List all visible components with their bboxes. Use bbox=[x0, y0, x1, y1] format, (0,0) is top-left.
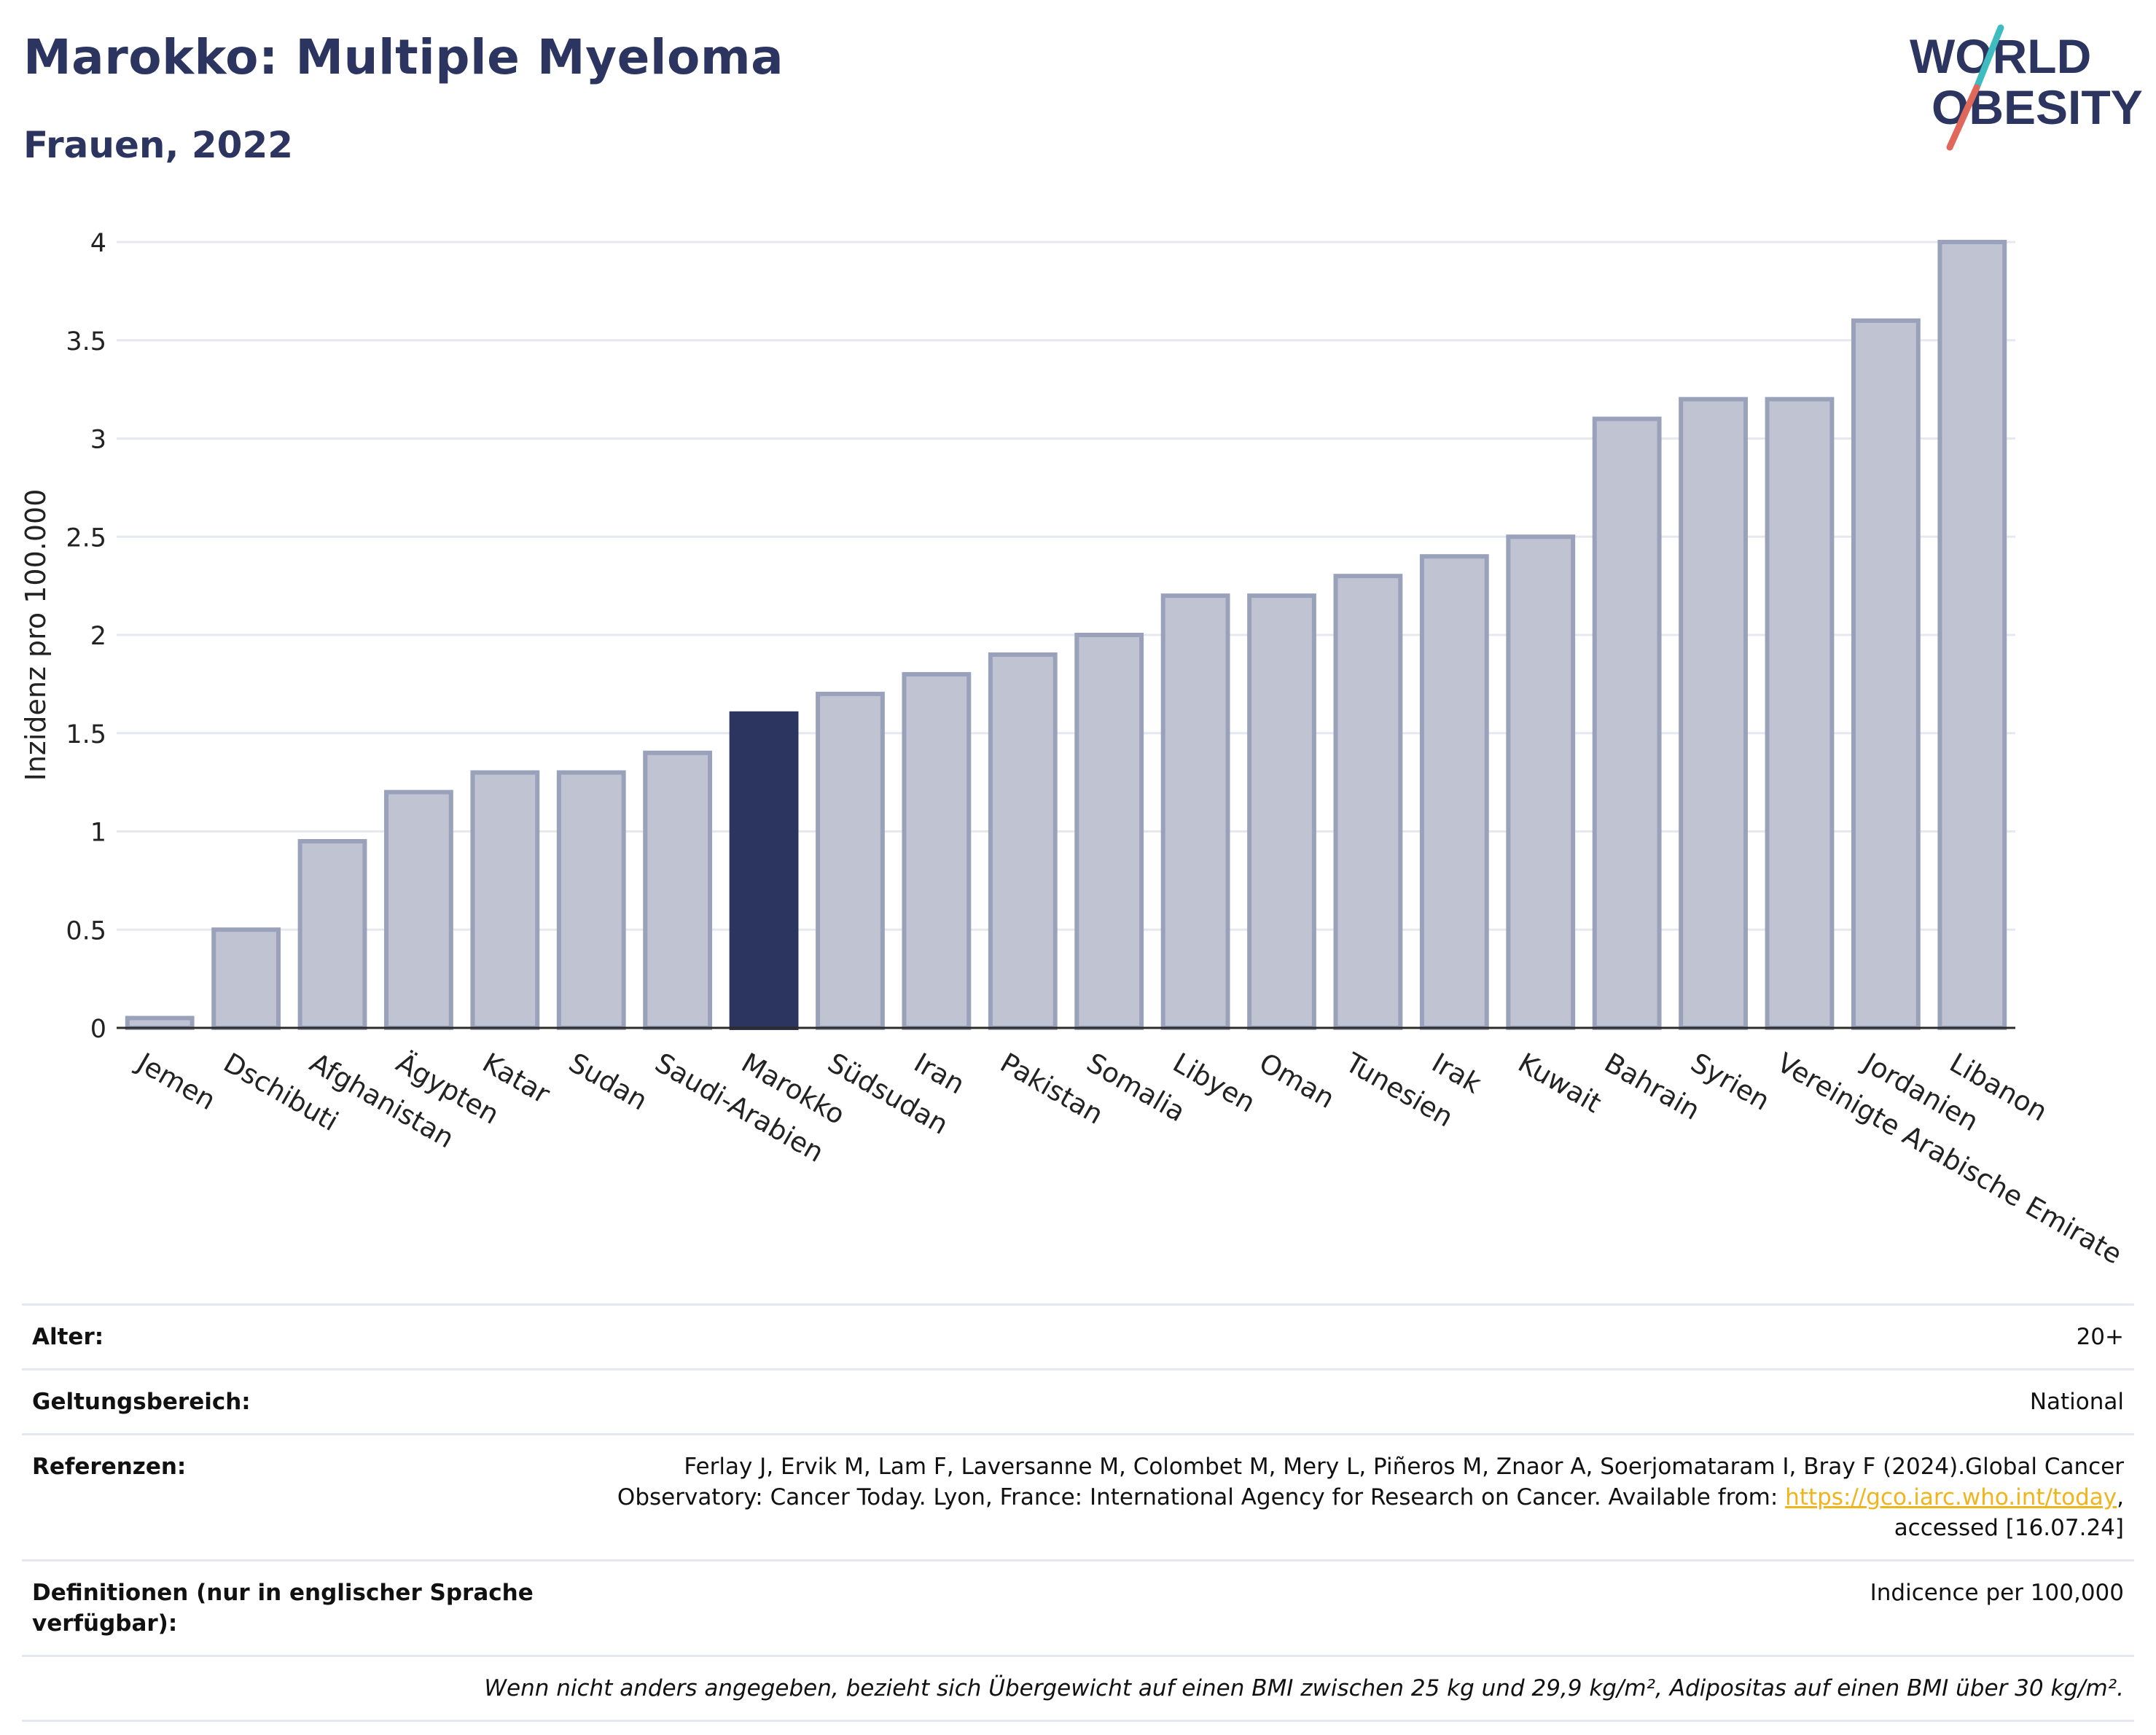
logo-slash-teal bbox=[1973, 24, 2004, 91]
bar[interactable] bbox=[297, 838, 367, 1030]
x-tick-label: Bahrain bbox=[1599, 1047, 1705, 1126]
x-tick-label: Oman bbox=[1254, 1047, 1340, 1115]
bar[interactable] bbox=[1333, 574, 1403, 1030]
y-tick-label: 3.5 bbox=[66, 327, 106, 356]
references-label: Referenzen: bbox=[22, 1433, 582, 1561]
age-value: 20+ bbox=[582, 1303, 2134, 1370]
bar-highlight[interactable] bbox=[729, 711, 799, 1030]
world-obesity-logo[interactable]: WORLD OBESITY bbox=[1895, 22, 2143, 153]
references-accessed: , accessed [16.07.24] bbox=[1894, 1484, 2124, 1541]
info-row-definitions: Definitionen (nur in englischer Sprache … bbox=[22, 1559, 2134, 1656]
bar[interactable] bbox=[1679, 397, 1748, 1030]
info-row-age: Alter: 20+ bbox=[22, 1303, 2134, 1370]
x-tick-label: Sudan bbox=[563, 1047, 652, 1117]
bar[interactable] bbox=[556, 770, 626, 1031]
bar[interactable] bbox=[1506, 534, 1576, 1030]
y-axis-title: Inzidenz pro 100.000 bbox=[20, 489, 52, 781]
bar[interactable] bbox=[1851, 318, 1921, 1030]
x-tick-label: Irak bbox=[1426, 1047, 1487, 1100]
references-text: Ferlay J, Ervik M, Lam F, Laversanne M, … bbox=[617, 1454, 2124, 1510]
bar[interactable] bbox=[902, 671, 972, 1031]
bars bbox=[125, 240, 2007, 1031]
age-label: Alter: bbox=[22, 1303, 582, 1370]
info-row-footnote: Wenn nicht anders angegeben, bezieht sic… bbox=[22, 1655, 2134, 1722]
bar[interactable] bbox=[211, 927, 281, 1030]
bar[interactable] bbox=[816, 691, 885, 1030]
bar[interactable] bbox=[1160, 593, 1230, 1030]
logo-text-world: WORLD bbox=[1910, 29, 2091, 83]
x-tick-label: Jemen bbox=[130, 1046, 221, 1116]
y-tick-label: 0.5 bbox=[66, 916, 106, 946]
y-tick-label: 4 bbox=[90, 229, 106, 258]
references-link[interactable]: https://gco.iarc.who.int/today bbox=[1785, 1484, 2117, 1510]
y-tick-label: 1 bbox=[90, 819, 106, 848]
bar[interactable] bbox=[1937, 240, 2007, 1030]
logo-slash-red bbox=[1946, 84, 1980, 151]
scope-value: National bbox=[582, 1368, 2134, 1435]
y-tick-label: 3 bbox=[90, 426, 106, 455]
info-row-scope: Geltungsbereich: National bbox=[22, 1368, 2134, 1435]
footnote: Wenn nicht anders angegeben, bezieht sic… bbox=[22, 1655, 2134, 1722]
bar[interactable] bbox=[988, 652, 1058, 1030]
bar[interactable] bbox=[643, 750, 713, 1030]
info-table: Alter: 20+ Geltungsbereich: National Ref… bbox=[22, 1303, 2134, 1722]
x-tick-label: Kuwait bbox=[1513, 1047, 1607, 1119]
chart-title: Marokko: Multiple Myeloma bbox=[23, 29, 784, 85]
definitions-value: Indicence per 100,000 bbox=[582, 1559, 2134, 1656]
definitions-label: Definitionen (nur in englischer Sprache … bbox=[22, 1559, 582, 1656]
y-tick-label: 2.5 bbox=[66, 523, 106, 553]
bar[interactable] bbox=[1247, 593, 1316, 1030]
x-tick-label: Vereinigte Arabische Emirate bbox=[1772, 1047, 2128, 1270]
y-tick-label: 0 bbox=[90, 1015, 106, 1044]
bar-chart: 0 0.5 1 1.5 2 2.5 3 3.5 4 JemenDschibutiAfghanis… bbox=[20, 229, 2128, 1271]
bar[interactable] bbox=[1074, 633, 1144, 1030]
bar[interactable] bbox=[1419, 554, 1489, 1030]
bar[interactable] bbox=[470, 770, 540, 1031]
bar[interactable] bbox=[384, 789, 453, 1030]
references-value: Ferlay J, Ervik M, Lam F, Laversanne M, … bbox=[582, 1433, 2134, 1561]
y-tick-label: 2 bbox=[90, 622, 106, 651]
scope-label: Geltungsbereich: bbox=[22, 1368, 582, 1435]
y-axis-ticks: 0 0.5 1 1.5 2 2.5 3 3.5 4 bbox=[66, 229, 106, 1044]
info-row-references: Referenzen: Ferlay J, Ervik M, Lam F, La… bbox=[22, 1433, 2134, 1561]
bar[interactable] bbox=[1765, 397, 1835, 1030]
chart-subtitle: Frauen, 2022 bbox=[23, 124, 294, 166]
y-tick-label: 1.5 bbox=[66, 720, 106, 749]
bar[interactable] bbox=[125, 1015, 195, 1031]
bar[interactable] bbox=[1592, 416, 1662, 1030]
